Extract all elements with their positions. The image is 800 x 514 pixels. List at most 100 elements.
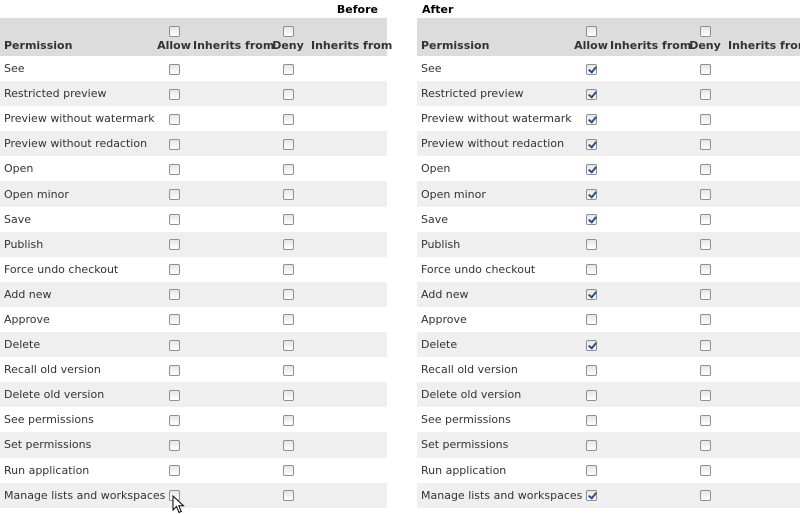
deny-cell [265, 332, 311, 357]
deny-checkbox[interactable] [699, 389, 711, 401]
allow-checkbox[interactable] [585, 364, 597, 376]
deny-checkbox[interactable] [699, 113, 711, 125]
allow-checkbox[interactable] [585, 63, 597, 75]
allow-checkbox[interactable] [168, 314, 180, 326]
deny-checkbox[interactable] [282, 63, 294, 75]
allow-checkbox[interactable] [585, 113, 597, 125]
deny-cell [265, 156, 311, 181]
deny-checkbox[interactable] [282, 189, 294, 201]
deny-checkbox[interactable] [282, 289, 294, 301]
allow-checkbox[interactable] [168, 239, 180, 251]
deny-cell [265, 382, 311, 407]
allow-checkbox[interactable] [585, 239, 597, 251]
allow-checkbox[interactable] [168, 63, 180, 75]
allow-checkbox[interactable] [585, 264, 597, 276]
allow-checkbox[interactable] [585, 339, 597, 351]
deny-checkbox[interactable] [282, 439, 294, 451]
deny-checkbox[interactable] [699, 189, 711, 201]
allow-checkbox[interactable] [168, 214, 180, 226]
allow-checkbox[interactable] [168, 289, 180, 301]
deny-checkbox[interactable] [282, 138, 294, 150]
deny-all-checkbox[interactable] [282, 26, 294, 37]
deny-cell [265, 257, 311, 282]
deny-checkbox[interactable] [282, 113, 294, 125]
allow-checkbox[interactable] [168, 389, 180, 401]
allow-checkbox[interactable] [168, 439, 180, 451]
deny-checkbox[interactable] [282, 239, 294, 251]
deny-checkbox[interactable] [699, 339, 711, 351]
allow-checkbox[interactable] [168, 138, 180, 150]
permission-label: Publish [4, 237, 44, 251]
allow-all-checkbox[interactable] [168, 26, 180, 37]
deny-checkbox[interactable] [282, 414, 294, 426]
deny-checkbox[interactable] [282, 339, 294, 351]
allow-checkbox[interactable] [585, 439, 597, 451]
allow-cell [572, 307, 610, 332]
permission-row-manage-lists-and-workspaces: Manage lists and workspaces [417, 482, 800, 508]
deny-checkbox[interactable] [699, 289, 711, 301]
inherits-from-allow-cell [193, 458, 265, 483]
allow-checkbox[interactable] [585, 389, 597, 401]
allow-checkbox[interactable] [168, 189, 180, 201]
deny-checkbox[interactable] [699, 439, 711, 451]
permission-label: See permissions [421, 413, 511, 427]
deny-checkbox[interactable] [282, 214, 294, 226]
deny-checkbox[interactable] [699, 465, 711, 477]
allow-cell [155, 432, 193, 457]
allow-all-checkbox[interactable] [585, 26, 597, 37]
deny-checkbox[interactable] [282, 389, 294, 401]
deny-checkbox[interactable] [699, 314, 711, 326]
allow-checkbox[interactable] [168, 364, 180, 376]
inherits-from-allow-cell [610, 257, 682, 282]
allow-checkbox[interactable] [168, 465, 180, 477]
allow-checkbox[interactable] [168, 113, 180, 125]
allow-checkbox[interactable] [585, 138, 597, 150]
deny-checkbox[interactable] [282, 163, 294, 175]
deny-checkbox[interactable] [282, 88, 294, 100]
permission-row-open-minor: Open minor [0, 181, 387, 207]
allow-checkbox[interactable] [585, 414, 597, 426]
allow-checkbox[interactable] [168, 339, 180, 351]
inherits-from-deny-cell [311, 131, 387, 156]
deny-checkbox[interactable] [699, 490, 711, 502]
inherits-from-deny-cell [311, 307, 387, 332]
deny-checkbox[interactable] [699, 264, 711, 276]
inherits-from-allow-cell [193, 131, 265, 156]
deny-checkbox[interactable] [282, 314, 294, 326]
allow-cell [572, 207, 610, 232]
allow-checkbox[interactable] [585, 314, 597, 326]
allow-checkbox[interactable] [585, 214, 597, 226]
allow-checkbox[interactable] [585, 163, 597, 175]
permission-label: Save [421, 212, 449, 226]
deny-checkbox[interactable] [699, 239, 711, 251]
allow-checkbox[interactable] [168, 414, 180, 426]
inherits-from-deny-cell [728, 181, 800, 206]
deny-checkbox[interactable] [699, 364, 711, 376]
inherits-from-deny-cell [311, 106, 387, 131]
deny-checkbox[interactable] [282, 490, 294, 502]
allow-checkbox[interactable] [585, 189, 597, 201]
deny-all-checkbox[interactable] [699, 26, 711, 37]
allow-cell [155, 257, 193, 282]
allow-checkbox[interactable] [168, 88, 180, 100]
permission-label: See permissions [4, 413, 94, 427]
allow-checkbox[interactable] [585, 490, 597, 502]
deny-checkbox[interactable] [699, 214, 711, 226]
deny-checkbox[interactable] [699, 63, 711, 75]
deny-checkbox[interactable] [282, 264, 294, 276]
deny-checkbox[interactable] [699, 163, 711, 175]
deny-checkbox[interactable] [699, 414, 711, 426]
deny-checkbox[interactable] [282, 465, 294, 477]
allow-checkbox[interactable] [585, 88, 597, 100]
deny-checkbox[interactable] [282, 364, 294, 376]
deny-cell [265, 282, 311, 307]
permission-row-preview-without-watermark: Preview without watermark [417, 106, 800, 132]
deny-checkbox[interactable] [699, 138, 711, 150]
allow-checkbox[interactable] [585, 289, 597, 301]
permission-row-publish: Publish [0, 231, 387, 257]
allow-checkbox[interactable] [168, 163, 180, 175]
inherits-from-allow-cell [610, 458, 682, 483]
allow-checkbox[interactable] [585, 465, 597, 477]
allow-checkbox[interactable] [168, 264, 180, 276]
deny-checkbox[interactable] [699, 88, 711, 100]
